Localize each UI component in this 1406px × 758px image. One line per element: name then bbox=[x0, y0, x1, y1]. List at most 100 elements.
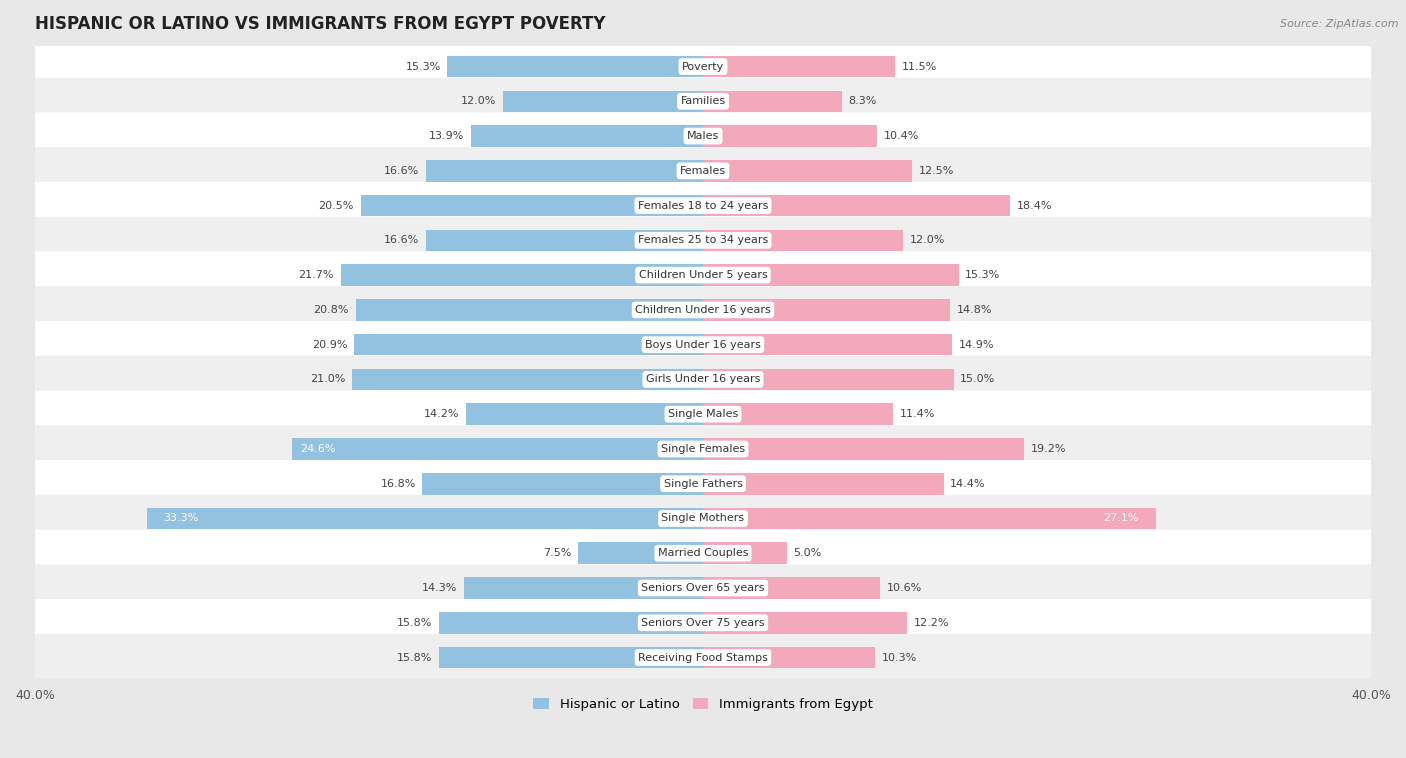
Text: 14.3%: 14.3% bbox=[422, 583, 457, 593]
Text: Families: Families bbox=[681, 96, 725, 106]
FancyBboxPatch shape bbox=[24, 390, 1382, 438]
FancyBboxPatch shape bbox=[24, 495, 1382, 542]
Bar bbox=[354, 334, 703, 356]
FancyBboxPatch shape bbox=[24, 460, 1382, 507]
Bar bbox=[578, 543, 703, 564]
Text: Children Under 5 years: Children Under 5 years bbox=[638, 270, 768, 280]
Bar bbox=[703, 368, 953, 390]
Bar bbox=[502, 90, 703, 112]
Text: HISPANIC OR LATINO VS IMMIGRANTS FROM EGYPT POVERTY: HISPANIC OR LATINO VS IMMIGRANTS FROM EG… bbox=[35, 15, 606, 33]
Text: 21.7%: 21.7% bbox=[298, 270, 333, 280]
Text: 13.9%: 13.9% bbox=[429, 131, 464, 141]
FancyBboxPatch shape bbox=[24, 565, 1382, 612]
Text: 10.6%: 10.6% bbox=[887, 583, 922, 593]
Text: 19.2%: 19.2% bbox=[1031, 444, 1066, 454]
Bar bbox=[703, 299, 950, 321]
Bar bbox=[703, 473, 943, 494]
Bar bbox=[703, 334, 952, 356]
Bar bbox=[703, 543, 786, 564]
Bar bbox=[447, 56, 703, 77]
FancyBboxPatch shape bbox=[24, 217, 1382, 264]
Text: 11.4%: 11.4% bbox=[900, 409, 935, 419]
Bar bbox=[703, 403, 893, 425]
Bar bbox=[703, 230, 904, 251]
FancyBboxPatch shape bbox=[24, 77, 1382, 125]
FancyBboxPatch shape bbox=[24, 356, 1382, 403]
Text: Girls Under 16 years: Girls Under 16 years bbox=[645, 374, 761, 384]
Text: Children Under 16 years: Children Under 16 years bbox=[636, 305, 770, 315]
Bar bbox=[340, 265, 703, 286]
Text: Source: ZipAtlas.com: Source: ZipAtlas.com bbox=[1281, 19, 1399, 29]
Text: 11.5%: 11.5% bbox=[901, 61, 936, 71]
Text: 24.6%: 24.6% bbox=[301, 444, 336, 454]
Bar bbox=[464, 578, 703, 599]
Bar bbox=[353, 368, 703, 390]
Bar bbox=[703, 195, 1011, 216]
Text: 14.8%: 14.8% bbox=[957, 305, 993, 315]
Text: 16.6%: 16.6% bbox=[384, 166, 419, 176]
Bar bbox=[439, 612, 703, 634]
Text: Boys Under 16 years: Boys Under 16 years bbox=[645, 340, 761, 349]
Bar bbox=[426, 230, 703, 251]
FancyBboxPatch shape bbox=[24, 634, 1382, 681]
Text: 14.9%: 14.9% bbox=[959, 340, 994, 349]
Bar bbox=[703, 265, 959, 286]
FancyBboxPatch shape bbox=[24, 43, 1382, 90]
Bar bbox=[703, 90, 842, 112]
FancyBboxPatch shape bbox=[24, 321, 1382, 368]
Text: Males: Males bbox=[688, 131, 718, 141]
Text: 10.3%: 10.3% bbox=[882, 653, 917, 662]
Bar bbox=[471, 125, 703, 147]
Legend: Hispanic or Latino, Immigrants from Egypt: Hispanic or Latino, Immigrants from Egyp… bbox=[527, 693, 879, 716]
Text: 12.5%: 12.5% bbox=[918, 166, 953, 176]
Text: 8.3%: 8.3% bbox=[848, 96, 877, 106]
Bar bbox=[703, 125, 877, 147]
Text: 14.2%: 14.2% bbox=[423, 409, 460, 419]
Text: 18.4%: 18.4% bbox=[1017, 201, 1053, 211]
Text: Females: Females bbox=[681, 166, 725, 176]
Text: 12.0%: 12.0% bbox=[910, 236, 945, 246]
Text: Females 18 to 24 years: Females 18 to 24 years bbox=[638, 201, 768, 211]
Text: 21.0%: 21.0% bbox=[311, 374, 346, 384]
Text: 20.8%: 20.8% bbox=[314, 305, 349, 315]
Text: 12.0%: 12.0% bbox=[461, 96, 496, 106]
Text: Single Mothers: Single Mothers bbox=[661, 513, 745, 524]
Text: Poverty: Poverty bbox=[682, 61, 724, 71]
Text: 16.6%: 16.6% bbox=[384, 236, 419, 246]
FancyBboxPatch shape bbox=[24, 112, 1382, 160]
Bar bbox=[703, 578, 880, 599]
Text: Receiving Food Stamps: Receiving Food Stamps bbox=[638, 653, 768, 662]
Bar bbox=[356, 299, 703, 321]
FancyBboxPatch shape bbox=[24, 287, 1382, 334]
Text: 7.5%: 7.5% bbox=[543, 548, 571, 558]
Text: Seniors Over 75 years: Seniors Over 75 years bbox=[641, 618, 765, 628]
Bar bbox=[703, 612, 907, 634]
FancyBboxPatch shape bbox=[24, 147, 1382, 195]
Text: Married Couples: Married Couples bbox=[658, 548, 748, 558]
Text: 15.8%: 15.8% bbox=[396, 653, 433, 662]
Text: 16.8%: 16.8% bbox=[381, 479, 416, 489]
Bar bbox=[703, 508, 1156, 529]
Text: 33.3%: 33.3% bbox=[163, 513, 198, 524]
Bar bbox=[439, 647, 703, 669]
Bar bbox=[426, 160, 703, 182]
Text: 15.8%: 15.8% bbox=[396, 618, 433, 628]
FancyBboxPatch shape bbox=[24, 425, 1382, 472]
Text: Single Fathers: Single Fathers bbox=[664, 479, 742, 489]
Bar bbox=[703, 160, 911, 182]
Bar bbox=[360, 195, 703, 216]
Text: 15.0%: 15.0% bbox=[960, 374, 995, 384]
Text: 20.9%: 20.9% bbox=[312, 340, 347, 349]
Text: 15.3%: 15.3% bbox=[965, 270, 1001, 280]
FancyBboxPatch shape bbox=[24, 182, 1382, 229]
Text: 15.3%: 15.3% bbox=[405, 61, 441, 71]
FancyBboxPatch shape bbox=[24, 252, 1382, 299]
Text: 5.0%: 5.0% bbox=[793, 548, 821, 558]
Text: 14.4%: 14.4% bbox=[950, 479, 986, 489]
Text: 20.5%: 20.5% bbox=[319, 201, 354, 211]
FancyBboxPatch shape bbox=[24, 530, 1382, 577]
FancyBboxPatch shape bbox=[24, 599, 1382, 647]
Text: Females 25 to 34 years: Females 25 to 34 years bbox=[638, 236, 768, 246]
Bar bbox=[146, 508, 703, 529]
Text: 12.2%: 12.2% bbox=[914, 618, 949, 628]
